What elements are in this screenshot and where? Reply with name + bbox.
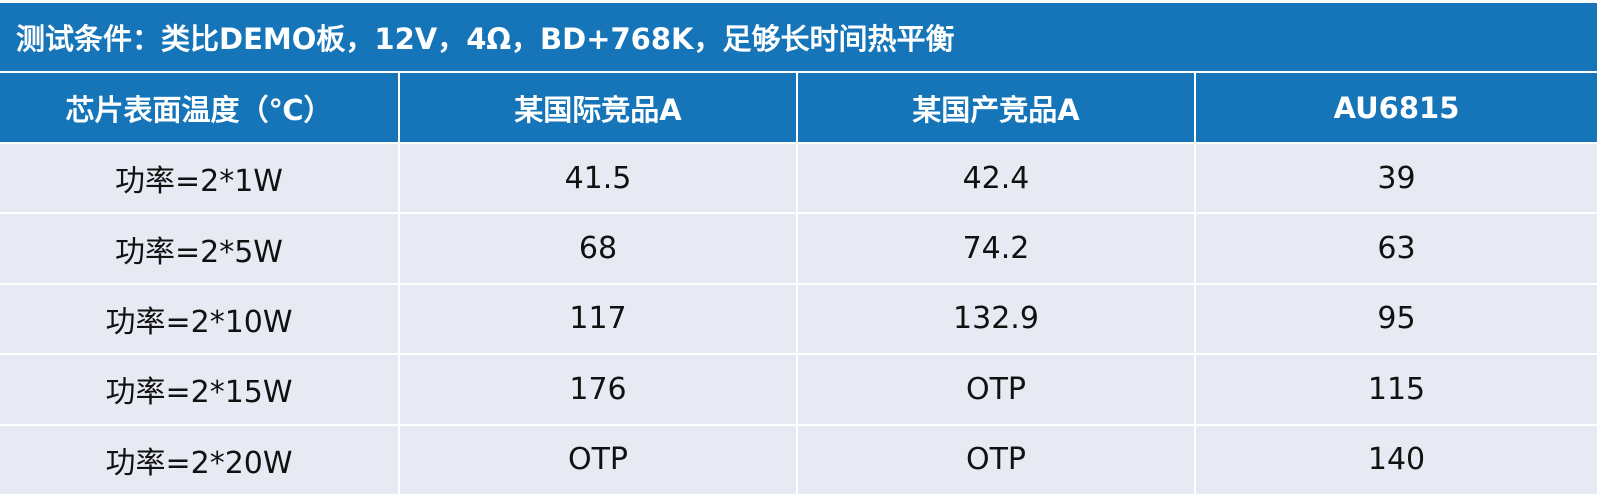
- table-cell: 39: [1196, 144, 1597, 213]
- table-cell: 115: [1196, 355, 1597, 424]
- row-label-cell: 功率=2*10W: [0, 284, 398, 354]
- row-label-cell: 功率=2*5W: [0, 214, 398, 283]
- table-title: 测试条件：类比DEMO板，12V，4Ω，BD+768K，足够长时间热平衡: [0, 3, 1597, 71]
- table-cell: 132.9: [798, 284, 1194, 354]
- header-cell: 某国际竞品A: [400, 73, 796, 142]
- table-cell: 95: [1196, 284, 1597, 354]
- table-cell: 41.5: [400, 144, 796, 213]
- table-cell: 63: [1196, 214, 1597, 283]
- table-cell: 176: [400, 355, 796, 424]
- table-cell: 42.4: [798, 144, 1194, 213]
- row-label-cell: 功率=2*20W: [0, 425, 398, 494]
- table-cell: 68: [400, 214, 796, 283]
- header-cell: AU6815: [1196, 73, 1597, 142]
- table-cell: OTP: [400, 425, 796, 494]
- table-cell: OTP: [798, 355, 1194, 424]
- table-cell: 117: [400, 284, 796, 354]
- temperature-table: 测试条件：类比DEMO板，12V，4Ω，BD+768K，足够长时间热平衡 芯片表…: [0, 3, 1597, 494]
- header-cell: 芯片表面温度（℃）: [0, 73, 398, 142]
- header-cell: 某国产竞品A: [798, 73, 1194, 142]
- row-label-cell: 功率=2*1W: [0, 144, 398, 213]
- table-cell: 140: [1196, 425, 1597, 494]
- row-label-cell: 功率=2*15W: [0, 355, 398, 424]
- table-cell: 74.2: [798, 214, 1194, 283]
- table-cell: OTP: [798, 425, 1194, 494]
